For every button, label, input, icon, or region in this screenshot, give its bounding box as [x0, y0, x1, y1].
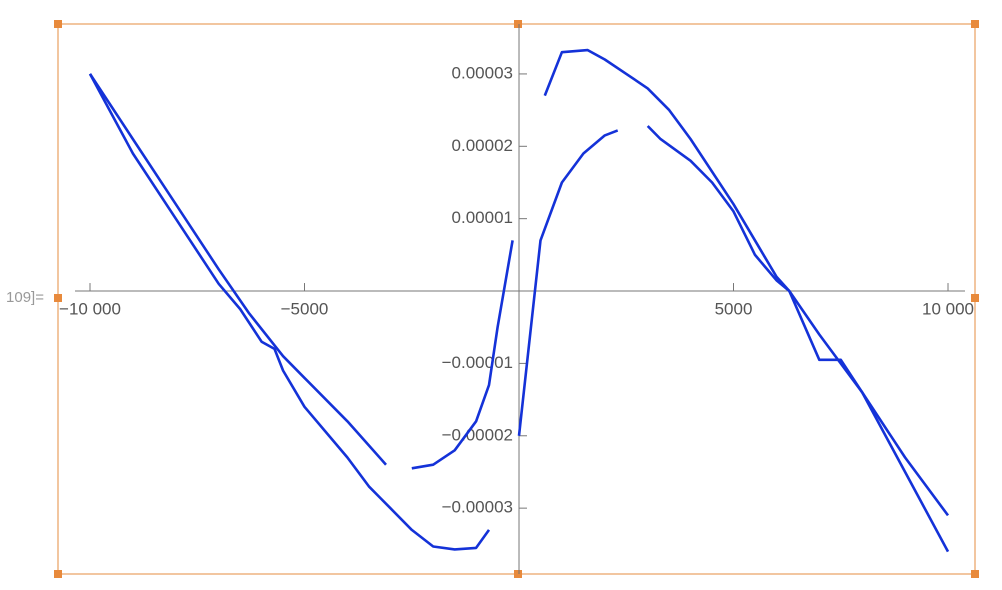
x-tick-label: 5000	[715, 300, 753, 319]
y-tick-label: −0.00002	[442, 425, 513, 444]
x-tick-label: 10 000	[922, 300, 974, 319]
y-tick-label: −0.00003	[442, 498, 513, 517]
series-line	[88, 48, 950, 553]
handles	[54, 20, 979, 578]
series-line	[88, 73, 950, 517]
x-tick-label: −10 000	[59, 300, 121, 319]
x-tick-label: −5000	[281, 300, 329, 319]
frame	[57, 23, 976, 575]
cell-label: 109]=	[6, 289, 44, 306]
y-tick-label: 0.00003	[452, 63, 513, 82]
y-tick-label: 0.00002	[452, 136, 513, 155]
y-tick-label: 0.00001	[452, 208, 513, 227]
y-tick-label: −0.00001	[442, 353, 513, 372]
